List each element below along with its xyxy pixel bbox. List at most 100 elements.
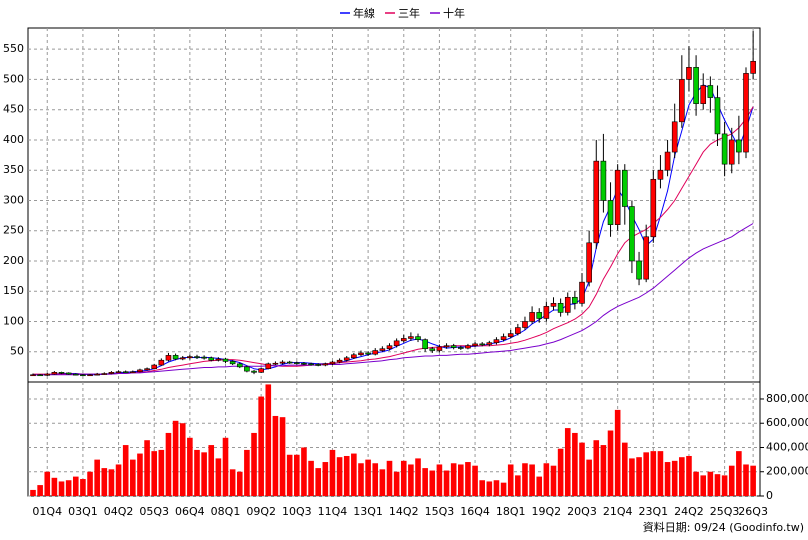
candle-body	[151, 364, 158, 369]
volume-bar	[251, 432, 257, 496]
volume-bar	[329, 449, 336, 496]
candle-body	[386, 345, 393, 350]
candle-body	[244, 366, 250, 372]
x-tick-label: 01Q4	[32, 505, 62, 518]
candle-body	[65, 372, 72, 375]
candle-body	[679, 79, 685, 123]
x-tick-label: 14Q2	[389, 505, 419, 518]
volume-bar	[636, 457, 642, 496]
candle-body	[465, 345, 471, 349]
volume-bar	[714, 474, 721, 496]
volume-bar	[465, 462, 471, 496]
x-tick-label: 04Q2	[104, 505, 134, 518]
candle-body	[450, 345, 457, 348]
candle-body	[172, 355, 179, 360]
candle-body	[158, 359, 165, 366]
volume-bar	[686, 455, 692, 496]
candle-body	[564, 296, 571, 313]
x-tick-label: 20Q3	[567, 505, 597, 518]
candle-body	[94, 373, 100, 376]
candle-body	[229, 361, 236, 365]
x-tick-label: 05Q3	[139, 505, 169, 518]
volume-bar	[507, 464, 514, 496]
candle-body	[650, 178, 657, 238]
volume-bar	[493, 480, 500, 496]
volume-bar	[322, 462, 329, 496]
volume-bar	[557, 448, 564, 496]
candle-body	[179, 357, 186, 360]
volume-bar	[579, 442, 585, 496]
volume-bar	[65, 480, 72, 496]
volume-bar	[671, 460, 678, 496]
candle-body	[422, 339, 428, 350]
volume-bar	[279, 417, 286, 496]
volume-bar	[379, 469, 386, 496]
volume-bar	[222, 437, 229, 496]
volume-bar	[194, 449, 200, 496]
candle-body	[130, 371, 136, 374]
volume-bar	[443, 470, 450, 496]
candle-body	[429, 348, 436, 351]
volume-bar	[294, 454, 300, 496]
volume-bar	[529, 464, 535, 496]
x-tick-label: 13Q1	[353, 505, 383, 518]
candle-body	[693, 67, 699, 104]
volume-bar	[750, 465, 756, 496]
volume-bar	[564, 428, 571, 496]
candle-body	[536, 312, 543, 319]
volume-bar	[500, 482, 507, 496]
volume-bar	[51, 477, 58, 496]
candle-body	[294, 362, 300, 364]
candle-body	[37, 374, 43, 377]
volume-bar	[621, 442, 628, 496]
candle-body	[329, 361, 336, 365]
x-tick-label: 09Q2	[246, 505, 276, 518]
candle-body	[315, 364, 322, 366]
volume-bar	[179, 423, 186, 496]
volume-bar	[315, 468, 321, 496]
plot-frame	[27, 27, 761, 497]
x-tick-label: 21Q4	[603, 505, 633, 518]
x-tick-label: 25Q3	[710, 505, 740, 518]
candle-body	[187, 356, 193, 359]
x-tick-label: 06Q4	[175, 505, 205, 518]
candle-body	[557, 303, 564, 313]
candle-body	[30, 374, 36, 377]
volume-bar	[572, 432, 578, 496]
volume-bar	[80, 479, 86, 496]
y-tick-label: 250	[3, 224, 24, 237]
legend-label: 年線	[353, 6, 375, 20]
x-tick-label: 23Q1	[638, 505, 668, 518]
volume-bar	[429, 470, 436, 496]
volume-bar	[286, 454, 293, 496]
candle-body	[664, 151, 671, 171]
volume-bar	[165, 432, 172, 496]
candle-body	[522, 321, 528, 328]
candle-body	[686, 67, 692, 80]
volume-bar	[650, 451, 657, 496]
x-tick-label: 26Q3	[738, 505, 768, 518]
candle-body	[379, 348, 386, 351]
volume-bar	[728, 465, 735, 496]
candle-body	[236, 363, 243, 368]
candle-body	[87, 374, 93, 377]
volume-bar	[258, 396, 264, 496]
volume-bar	[144, 440, 150, 496]
candle-body	[493, 339, 500, 343]
volume-bar	[436, 464, 443, 496]
candle-body	[80, 374, 86, 377]
volume-bar	[586, 459, 592, 496]
y-tick-label: 550	[3, 42, 24, 55]
candle-body	[358, 352, 364, 356]
candle-body	[301, 362, 307, 365]
volume-bar	[172, 420, 179, 496]
candle-body	[457, 347, 464, 349]
legend-label: 三年	[398, 6, 420, 20]
candle-body	[500, 336, 507, 340]
legend: 年線 三年 十年	[340, 6, 465, 20]
candle-body	[443, 345, 450, 348]
candle-body	[636, 260, 642, 280]
y-tick-label: 50	[10, 345, 24, 358]
volume-bar	[400, 460, 407, 496]
